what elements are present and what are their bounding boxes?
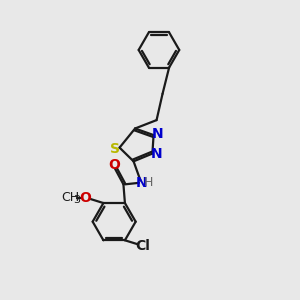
Text: N: N bbox=[152, 128, 164, 142]
Text: S: S bbox=[110, 142, 120, 156]
Text: O: O bbox=[109, 158, 120, 172]
Text: CH: CH bbox=[61, 191, 80, 204]
Text: N: N bbox=[151, 147, 162, 161]
Text: N: N bbox=[136, 176, 148, 190]
Text: O: O bbox=[80, 191, 92, 205]
Text: 3: 3 bbox=[73, 195, 80, 205]
Text: Cl: Cl bbox=[135, 239, 150, 253]
Text: H: H bbox=[144, 176, 153, 189]
